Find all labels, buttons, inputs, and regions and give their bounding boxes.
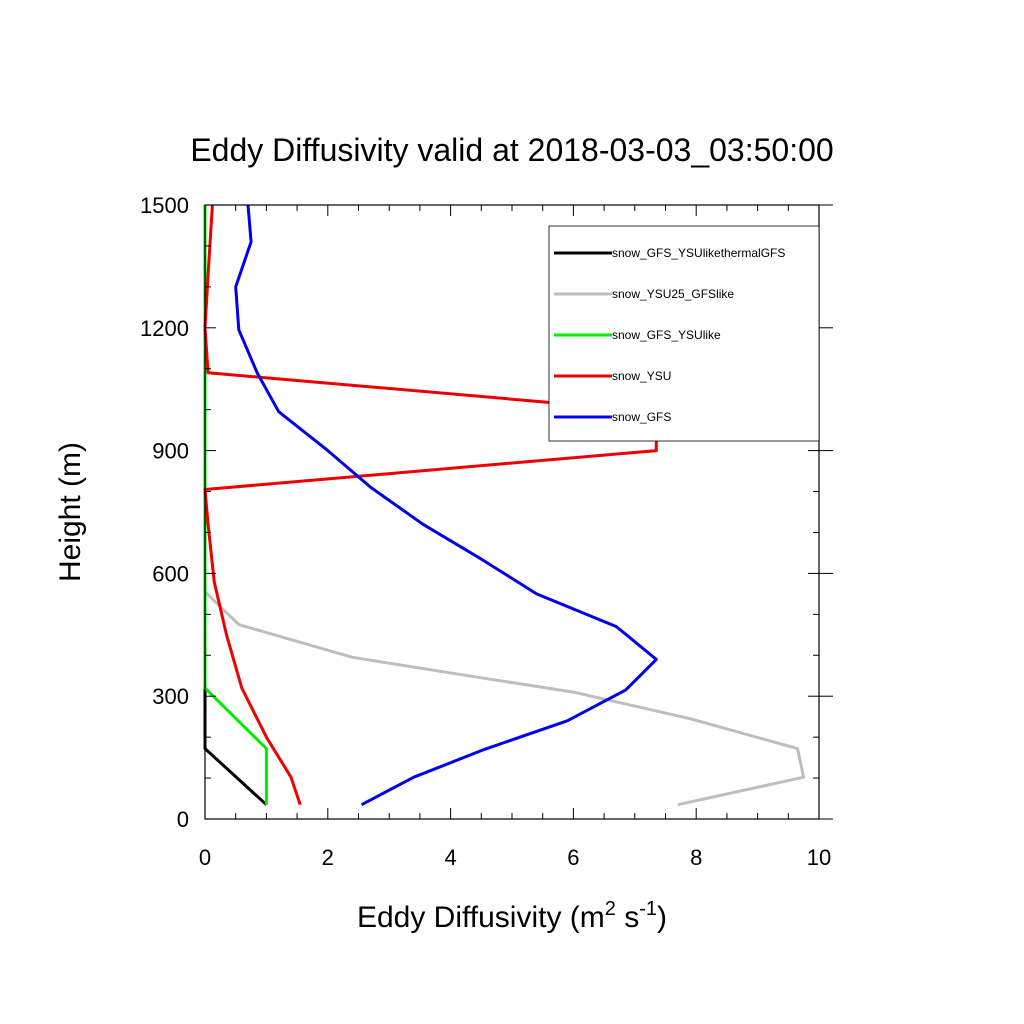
x-tick-label: 10 (807, 845, 831, 870)
legend-label: snow_GFS_YSUlikethermalGFS (612, 246, 785, 260)
legend-items: snow_GFS_YSUlikethermalGFS snow_YSU25_GFS… (554, 246, 785, 424)
legend-label: snow_YSU (612, 369, 671, 383)
legend: snow_GFS_YSUlikethermalGFS snow_YSU25_GFS… (548, 225, 820, 442)
series-line-snow-gfs (234, 204, 658, 807)
x-axis-label: Eddy Diffusivity (m2 s-1) (357, 898, 667, 934)
legend-label: snow_GFS_YSUlike (612, 328, 721, 342)
y-tick-label: 600 (152, 561, 189, 586)
plot-frame (204, 204, 820, 820)
legend-label: snow_GFS (612, 410, 671, 424)
x-tick-label: 8 (690, 845, 702, 870)
y-tick-label: 1200 (140, 316, 189, 341)
x-tick-label: 0 (199, 845, 211, 870)
x-tick-label: 4 (444, 845, 456, 870)
y-axis-label: Height (m) (54, 442, 87, 582)
series-line-snow-ysu25-gfslike (203, 205, 806, 807)
y-tick-label: 900 (152, 439, 189, 464)
y-tick-label: 0 (177, 807, 189, 832)
ticks-layer: 0 2 4 6 8 10 0 300 600 900 1200 1500 (140, 193, 833, 870)
series-layer (203, 204, 806, 807)
x-tick-label: 6 (567, 845, 579, 870)
y-tick-label: 300 (152, 684, 189, 709)
y-tick-label: 1500 (140, 193, 189, 218)
legend-label: snow_YSU25_GFSlike (612, 287, 734, 301)
x-tick-label: 2 (322, 845, 334, 870)
chart-title: Eddy Diffusivity valid at 2018-03-03_03:… (190, 132, 833, 168)
